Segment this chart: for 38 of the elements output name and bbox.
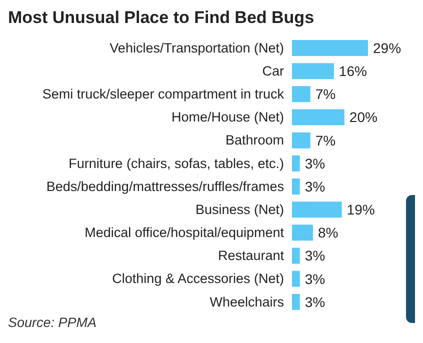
data-label: 3% xyxy=(304,248,326,264)
chart-title: Most Unusual Place to Find Bed Bugs xyxy=(8,8,316,29)
source-note: Source: PPMA xyxy=(8,315,98,330)
y-tick-label: Bathroom xyxy=(225,132,284,148)
data-label: 7% xyxy=(315,86,336,102)
bar xyxy=(292,86,310,102)
data-label: 3% xyxy=(304,294,326,310)
data-label: 19% xyxy=(346,202,375,218)
y-tick-label: Semi truck/sleeper compartment in truck xyxy=(42,86,284,102)
y-tick-label: Wheelchairs xyxy=(210,294,284,310)
bar xyxy=(292,132,310,148)
y-tick-label: Beds/bedding/mattresses/ruffles/frames xyxy=(46,178,284,194)
bar xyxy=(292,224,313,241)
y-tick-label: Car xyxy=(262,63,284,78)
bar xyxy=(292,40,368,56)
bar xyxy=(292,109,344,126)
data-label: 7% xyxy=(315,132,336,148)
y-tick-label: Vehicles/Transportation (Net) xyxy=(110,40,284,56)
y-tick-label: Restaurant xyxy=(218,248,284,264)
data-label: 16% xyxy=(338,63,367,80)
data-label: 3% xyxy=(304,178,326,194)
data-label: 20% xyxy=(349,109,378,126)
bar xyxy=(292,155,300,172)
y-tick-label: Medical office/hospital/equipment xyxy=(84,225,284,240)
y-tick-label: Home/House (Net) xyxy=(171,110,284,125)
data-label: 3% xyxy=(304,155,326,172)
y-tick-label: Business (Net) xyxy=(195,202,284,217)
bar xyxy=(292,294,300,310)
bar xyxy=(292,63,334,80)
bar xyxy=(292,248,300,264)
y-tick-label: Furniture (chairs, sofas, tables, etc.) xyxy=(68,156,284,171)
bar xyxy=(292,202,342,218)
bar xyxy=(292,270,300,287)
data-label: 3% xyxy=(304,270,326,287)
data-label: 8% xyxy=(318,224,338,241)
y-tick-label: Clothing & Accessories (Net) xyxy=(112,271,284,286)
data-label: 29% xyxy=(373,40,402,56)
bar xyxy=(292,178,300,194)
